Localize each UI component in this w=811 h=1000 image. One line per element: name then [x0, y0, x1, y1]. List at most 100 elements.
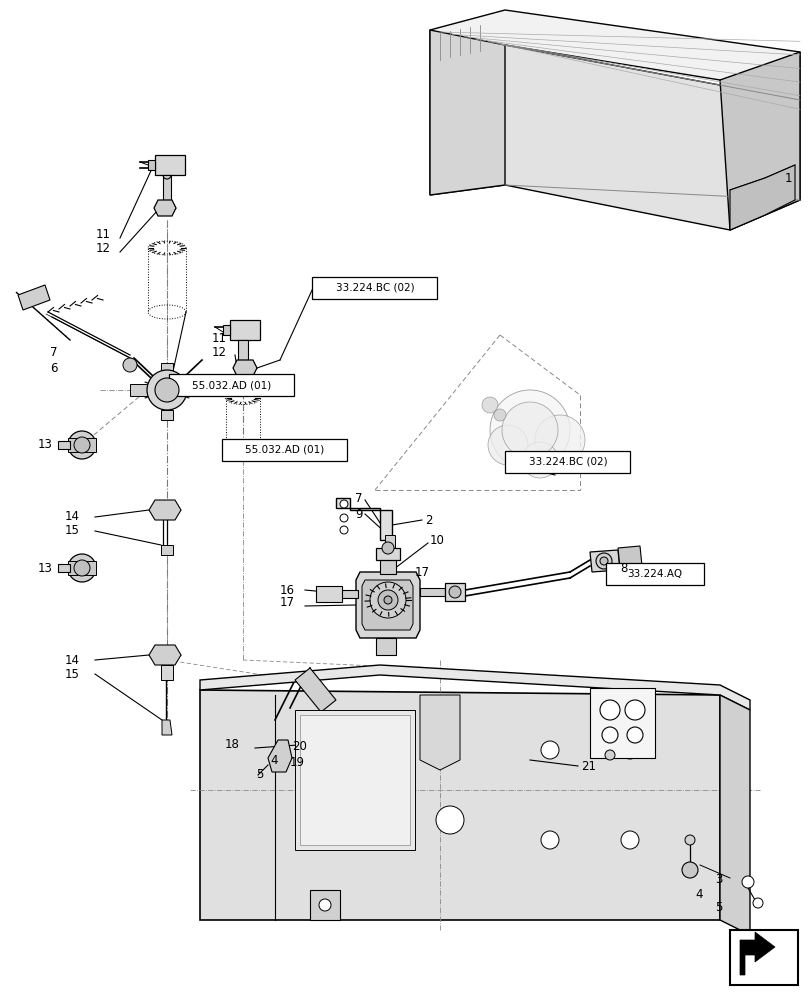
Circle shape — [752, 898, 762, 908]
Text: 20: 20 — [292, 740, 307, 754]
Polygon shape — [233, 360, 257, 376]
Text: 14: 14 — [65, 654, 80, 666]
Text: 19: 19 — [290, 756, 305, 768]
Text: 16: 16 — [280, 584, 294, 596]
Circle shape — [620, 741, 638, 759]
Circle shape — [337, 808, 362, 832]
Polygon shape — [223, 325, 230, 335]
Circle shape — [493, 409, 505, 421]
Circle shape — [482, 397, 497, 413]
Circle shape — [599, 700, 620, 720]
Circle shape — [74, 437, 90, 453]
Text: 17: 17 — [414, 566, 430, 578]
Polygon shape — [294, 668, 336, 712]
Circle shape — [487, 425, 527, 465]
Bar — [299, 715, 410, 845]
Polygon shape — [719, 52, 799, 230]
Text: 33.224.BC (02): 33.224.BC (02) — [335, 283, 414, 293]
Text: 11: 11 — [212, 332, 227, 344]
Polygon shape — [230, 320, 260, 340]
Text: 9: 9 — [354, 508, 362, 520]
Circle shape — [741, 876, 753, 888]
Circle shape — [340, 720, 359, 740]
Bar — [590, 688, 654, 758]
Text: 6: 6 — [50, 361, 58, 374]
Polygon shape — [155, 155, 185, 175]
Text: 55.032.AD (01): 55.032.AD (01) — [192, 380, 272, 390]
Circle shape — [540, 741, 558, 759]
Circle shape — [68, 431, 96, 459]
Text: 13: 13 — [38, 438, 53, 452]
Text: 4: 4 — [270, 754, 277, 766]
Polygon shape — [161, 410, 173, 420]
Polygon shape — [58, 441, 70, 449]
Circle shape — [340, 526, 348, 534]
Text: 15: 15 — [65, 668, 79, 680]
Polygon shape — [362, 580, 413, 630]
Polygon shape — [430, 30, 504, 195]
Polygon shape — [154, 200, 176, 216]
Polygon shape — [162, 720, 172, 735]
Text: 13: 13 — [38, 562, 53, 574]
Polygon shape — [148, 645, 181, 665]
Polygon shape — [430, 45, 799, 230]
Polygon shape — [187, 384, 204, 396]
Circle shape — [501, 402, 557, 458]
Polygon shape — [163, 175, 171, 200]
Circle shape — [489, 390, 569, 470]
Circle shape — [329, 754, 345, 770]
Circle shape — [604, 750, 614, 760]
Circle shape — [681, 862, 697, 878]
Circle shape — [147, 370, 187, 410]
Circle shape — [378, 590, 397, 610]
Text: 11: 11 — [96, 229, 111, 241]
Text: 3: 3 — [714, 874, 722, 886]
Text: 14: 14 — [65, 510, 80, 524]
Text: 7: 7 — [50, 347, 58, 360]
Polygon shape — [58, 564, 70, 572]
Text: 8: 8 — [620, 562, 627, 574]
Polygon shape — [375, 548, 400, 560]
Circle shape — [620, 831, 638, 849]
Circle shape — [303, 740, 312, 750]
Polygon shape — [161, 363, 173, 370]
Polygon shape — [18, 285, 50, 310]
Polygon shape — [315, 586, 341, 602]
Polygon shape — [336, 498, 392, 540]
Circle shape — [534, 415, 584, 465]
Circle shape — [599, 557, 607, 565]
Bar — [169, 374, 294, 396]
Polygon shape — [375, 638, 396, 655]
Bar — [505, 451, 629, 473]
Bar — [312, 277, 437, 299]
Text: 17: 17 — [280, 596, 294, 609]
Text: 33.224.BC (02): 33.224.BC (02) — [528, 457, 607, 467]
Circle shape — [540, 831, 558, 849]
Text: 12: 12 — [96, 242, 111, 255]
Circle shape — [68, 554, 96, 582]
Polygon shape — [68, 561, 96, 575]
Polygon shape — [739, 932, 774, 975]
Polygon shape — [617, 546, 642, 568]
Polygon shape — [355, 572, 419, 638]
Polygon shape — [148, 500, 181, 520]
Text: 2: 2 — [424, 514, 432, 526]
Circle shape — [340, 514, 348, 522]
Polygon shape — [268, 740, 292, 772]
Polygon shape — [590, 550, 620, 572]
Text: 15: 15 — [65, 524, 79, 538]
Polygon shape — [419, 695, 460, 770]
Polygon shape — [380, 558, 396, 574]
Polygon shape — [200, 665, 749, 710]
Circle shape — [436, 806, 463, 834]
Polygon shape — [419, 588, 444, 596]
Bar — [222, 439, 347, 461]
Polygon shape — [729, 165, 794, 230]
Text: 7: 7 — [354, 491, 362, 504]
Circle shape — [684, 835, 694, 845]
Text: 5: 5 — [714, 901, 722, 914]
Bar — [729, 930, 797, 985]
Circle shape — [595, 553, 611, 569]
Circle shape — [340, 500, 348, 508]
Circle shape — [384, 596, 392, 604]
